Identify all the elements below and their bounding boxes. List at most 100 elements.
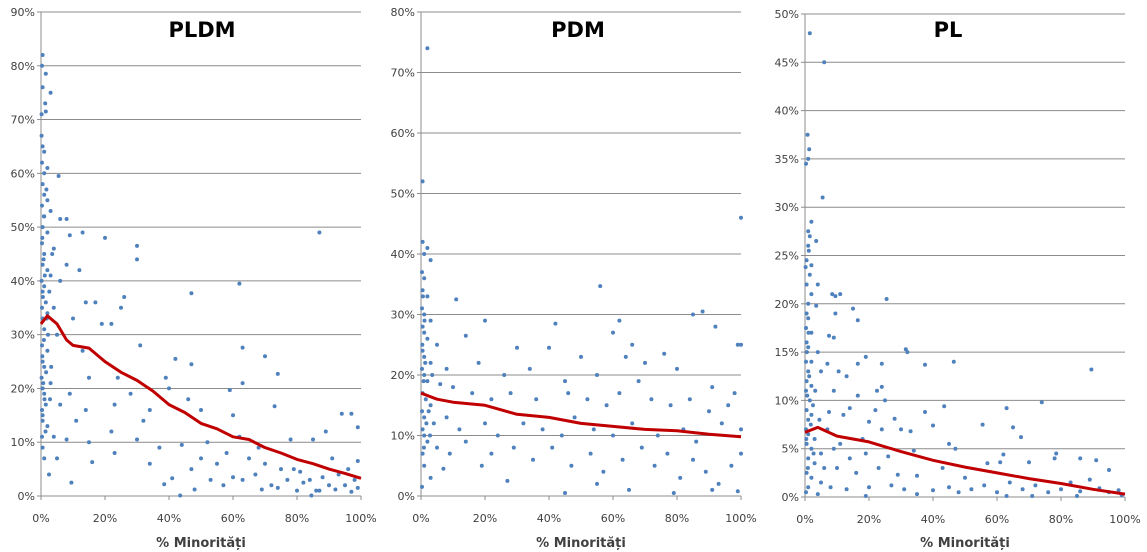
data-point	[40, 359, 45, 364]
data-point	[835, 466, 839, 470]
data-point	[426, 409, 431, 414]
data-point	[40, 182, 45, 187]
data-point	[135, 437, 139, 442]
data-point	[1068, 480, 1073, 485]
data-point	[205, 440, 210, 445]
data-point	[112, 402, 117, 407]
data-point	[807, 234, 812, 239]
data-point	[998, 460, 1003, 465]
data-point	[630, 421, 635, 426]
data-point	[822, 60, 827, 65]
data-point	[833, 311, 838, 316]
data-point	[39, 112, 44, 117]
data-point	[147, 408, 152, 412]
y-tick-label: 40%	[391, 248, 415, 261]
data-point	[806, 301, 811, 306]
data-point	[40, 295, 45, 299]
data-point	[809, 330, 814, 335]
data-point	[128, 391, 133, 396]
x-tick-label: 60%	[221, 512, 245, 525]
data-point	[444, 415, 449, 420]
data-point	[43, 71, 48, 76]
data-point	[649, 397, 654, 402]
data-point	[40, 225, 45, 230]
data-point	[422, 318, 427, 323]
data-point	[982, 483, 987, 488]
data-point	[425, 336, 430, 341]
data-point	[559, 433, 564, 438]
data-point	[813, 388, 818, 393]
data-point	[40, 445, 45, 450]
trend-line	[804, 425, 1126, 496]
data-point	[812, 437, 817, 441]
data-point	[563, 491, 567, 495]
data-point	[819, 451, 823, 456]
data-point	[1078, 489, 1083, 494]
data-point	[809, 292, 814, 297]
y-tick-label: 60%	[391, 127, 415, 140]
data-point	[729, 463, 734, 468]
y-tick-label: 50%	[11, 221, 35, 234]
data-point	[819, 369, 823, 374]
data-point	[804, 258, 809, 263]
data-point	[40, 413, 45, 418]
data-point	[470, 391, 475, 396]
data-point	[420, 179, 425, 184]
data-point	[595, 373, 599, 377]
data-point	[836, 369, 841, 374]
data-point	[275, 371, 280, 376]
data-point	[710, 487, 715, 492]
data-point	[942, 404, 947, 409]
data-point	[806, 432, 811, 437]
y-tick-label: 70%	[11, 114, 35, 127]
data-point	[879, 427, 884, 432]
data-point	[1027, 460, 1031, 465]
data-point	[827, 333, 831, 338]
data-point	[317, 488, 322, 493]
data-point	[814, 239, 819, 243]
data-point	[739, 427, 743, 432]
data-point	[844, 487, 849, 492]
chart-pdm: 0% 10% 20% 30% 40% 50% 60% 70% 80% 0% 20% 40% 60% 80%…	[391, 6, 757, 551]
data-point	[240, 345, 245, 350]
data-point	[883, 398, 887, 403]
data-point	[809, 359, 814, 364]
data-point	[40, 53, 45, 57]
x-tick-label: 0%	[32, 512, 49, 525]
data-point	[208, 477, 213, 482]
data-point	[1004, 494, 1009, 498]
data-point	[199, 408, 203, 412]
data-point	[40, 262, 45, 267]
data-point	[421, 379, 426, 384]
data-point	[301, 480, 306, 485]
data-point	[44, 370, 49, 375]
data-point	[45, 230, 50, 235]
data-point	[591, 427, 596, 432]
data-point	[40, 386, 45, 391]
data-point	[343, 483, 347, 488]
data-point	[678, 475, 683, 480]
data-point	[40, 241, 44, 246]
data-point	[854, 470, 859, 475]
data-point	[40, 85, 45, 90]
data-point	[42, 364, 47, 369]
data-point	[980, 422, 985, 427]
data-point	[479, 463, 484, 468]
data-point	[43, 402, 48, 407]
y-tick-label: 15%	[775, 346, 799, 359]
data-point	[892, 416, 897, 421]
x-tick-label: 0%	[412, 512, 429, 525]
y-tick-label: 35%	[775, 153, 799, 166]
y-tick-label: 40%	[11, 275, 35, 288]
data-point	[423, 397, 428, 402]
y-tick-label: 20%	[11, 382, 35, 395]
data-point	[39, 375, 44, 380]
data-point	[886, 454, 891, 459]
data-point	[43, 109, 48, 114]
data-point	[457, 427, 462, 432]
data-point	[716, 481, 721, 486]
data-point	[963, 475, 967, 480]
data-point	[99, 321, 104, 326]
data-point	[420, 324, 425, 329]
